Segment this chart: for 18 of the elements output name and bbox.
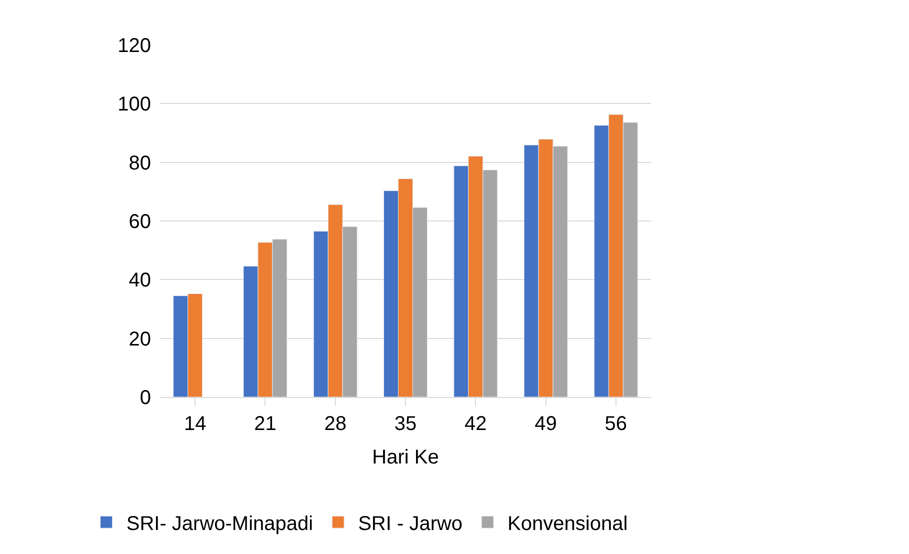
y-tick-label: 120 (118, 35, 151, 57)
y-tick-label: 20 (128, 328, 151, 350)
x-tick-label: 56 (604, 413, 628, 435)
y-tick-label: 80 (128, 152, 151, 174)
y-tick-label: 0 (140, 387, 151, 409)
legend-label: SRI - Jarwo (358, 512, 463, 535)
legend-label: SRI- Jarwo-Minapadi (126, 512, 314, 535)
legend-label: Konvensional (508, 512, 628, 535)
x-tick-label: 28 (324, 413, 346, 435)
y-tick-label: 40 (128, 270, 151, 292)
x-tick-label: 49 (534, 413, 557, 435)
x-tick-label: 14 (184, 413, 206, 435)
x-tick-label: 35 (394, 413, 417, 435)
x-tick-label: 42 (464, 413, 487, 435)
x-axis-title: Hari Ke (372, 446, 439, 468)
x-tick-label: 21 (254, 413, 276, 435)
y-tick-label: 60 (128, 211, 151, 233)
y-tick-label: 100 (118, 94, 151, 116)
